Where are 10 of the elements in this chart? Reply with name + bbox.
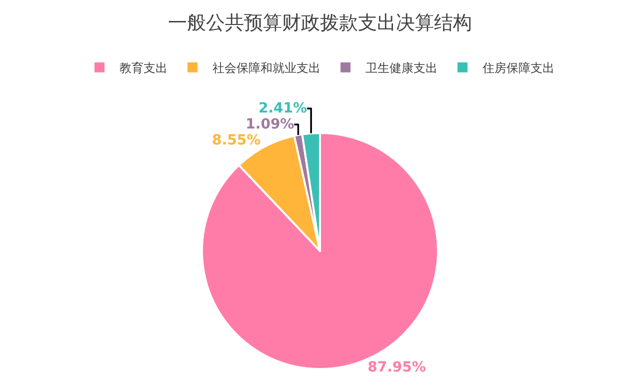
data-label: 87.95% [368,360,426,376]
legend-label: 住房保障支出 [482,61,554,76]
legend-label: 卫生健康支出 [366,61,438,76]
data-label: 8.55% [212,132,261,149]
legend-label: 教育支出 [120,61,168,76]
pie-slice [201,132,439,370]
legend-label: 社会保障和就业支出 [212,61,320,76]
data-label: 1.09% [246,116,294,133]
chart-title: 一般公共预算财政拨款支出决算结构 [168,12,472,34]
data-label: 2.41% [258,100,308,117]
